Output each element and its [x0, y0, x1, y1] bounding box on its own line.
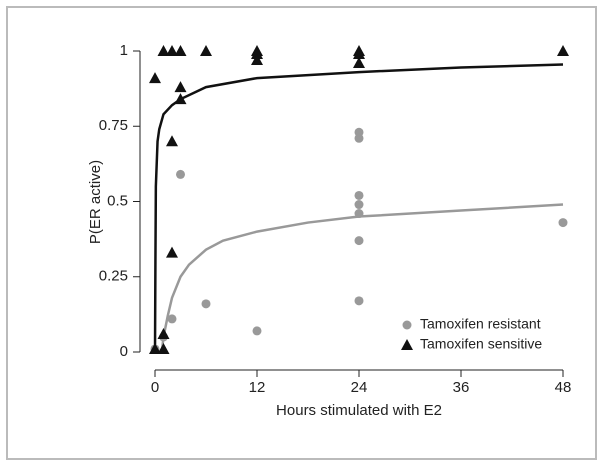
x-tick-label: 36 [453, 379, 470, 396]
point [354, 190, 364, 200]
y-tick-label: 0.75 [99, 117, 128, 134]
point [157, 45, 170, 56]
point [558, 218, 568, 228]
x-tick-label: 0 [151, 379, 159, 396]
point [402, 320, 412, 330]
point [354, 133, 364, 143]
point [252, 326, 262, 336]
point [200, 45, 212, 56]
legend-label: Tamoxifen resistant [420, 316, 541, 332]
point [354, 200, 364, 210]
point [174, 81, 187, 93]
point [149, 342, 161, 354]
point [157, 342, 170, 354]
point [401, 339, 413, 350]
point [157, 327, 170, 339]
point [251, 54, 263, 66]
legend-label: Tamoxifen sensitive [420, 336, 542, 352]
point [354, 296, 364, 306]
x-tick-label: 12 [249, 379, 266, 396]
point [557, 45, 569, 56]
point [353, 57, 365, 69]
x-tick-label: 24 [351, 379, 368, 396]
point [353, 48, 365, 60]
y-tick-label: 0.5 [107, 192, 128, 209]
y-tick-label: 1 [120, 42, 128, 59]
point [166, 246, 178, 258]
point [149, 72, 161, 84]
point [167, 314, 177, 324]
point [354, 236, 364, 246]
x-tick-label: 48 [555, 379, 572, 396]
point [166, 45, 178, 56]
y-tick-label: 0.25 [99, 268, 128, 285]
fit-curve [153, 63, 564, 353]
point [201, 299, 211, 309]
point [174, 93, 187, 105]
point [166, 135, 178, 147]
frame [6, 6, 597, 460]
point [354, 209, 364, 219]
x-axis-label: Hours stimulated with E2 [276, 402, 442, 419]
y-axis-label: P(ER active) [87, 160, 104, 244]
point [176, 169, 185, 179]
point [251, 48, 263, 60]
point [174, 45, 187, 56]
y-tick-label: 0 [120, 343, 128, 360]
